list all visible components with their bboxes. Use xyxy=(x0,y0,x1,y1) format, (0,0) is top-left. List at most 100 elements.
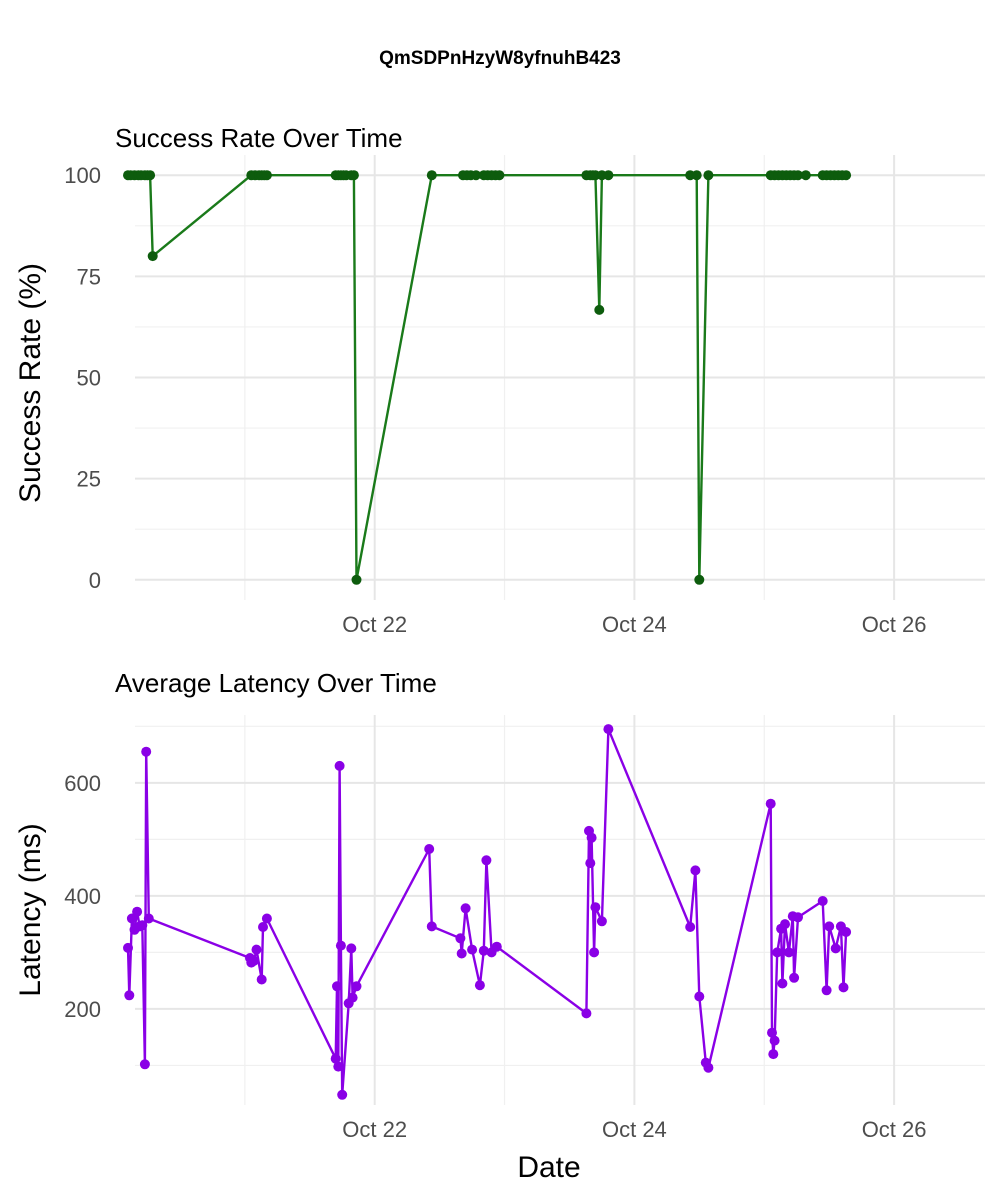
data-point xyxy=(123,942,133,953)
data-point xyxy=(491,941,502,952)
data-point xyxy=(703,170,714,181)
latency-panel-title: Average Latency Over Time xyxy=(115,668,437,698)
data-point xyxy=(426,170,437,181)
latency-panel: Average Latency Over Time Latency (ms) 2… xyxy=(14,668,985,1142)
data-point xyxy=(261,170,272,181)
data-point xyxy=(830,943,841,954)
data-point xyxy=(694,991,705,1002)
data-point xyxy=(471,170,481,181)
data-point xyxy=(132,906,143,917)
data-point xyxy=(348,170,359,181)
data-point xyxy=(481,855,492,866)
data-point xyxy=(467,944,478,955)
data-point xyxy=(793,170,803,181)
data-point xyxy=(769,1035,780,1046)
y-tick-label: 0 xyxy=(89,568,101,593)
latency-grid xyxy=(135,715,985,1105)
data-point xyxy=(474,980,485,991)
data-point xyxy=(690,865,701,876)
data-point xyxy=(335,940,346,951)
data-point xyxy=(456,948,467,959)
data-point xyxy=(586,832,597,843)
latency-y-axis-label: Latency (ms) xyxy=(14,823,47,996)
data-point xyxy=(767,1027,777,1038)
data-point xyxy=(351,574,362,585)
success-y-ticks: 0 25 50 75 100 xyxy=(64,163,101,593)
latency-x-ticks: Oct 22 Oct 24 Oct 26 xyxy=(342,1117,926,1142)
data-point xyxy=(841,927,852,937)
success-panel-title: Success Rate Over Time xyxy=(115,123,403,153)
data-point xyxy=(334,760,345,771)
data-point xyxy=(789,972,800,983)
data-point xyxy=(333,1061,344,1072)
data-point xyxy=(772,947,783,958)
data-point xyxy=(426,921,437,932)
data-point xyxy=(793,912,803,923)
data-point xyxy=(694,574,705,585)
data-point xyxy=(821,985,832,996)
success-series-points xyxy=(123,170,852,585)
data-point xyxy=(768,1049,779,1060)
latency-series-points xyxy=(123,724,852,1100)
y-tick-label: 600 xyxy=(64,771,101,796)
success-grid xyxy=(135,155,985,600)
data-point xyxy=(145,170,156,181)
data-point xyxy=(594,304,605,315)
data-point xyxy=(455,933,466,944)
data-point xyxy=(800,170,811,181)
x-tick-label: Oct 26 xyxy=(862,612,927,637)
data-point xyxy=(137,920,148,931)
figure-title: QmSDPnHzyW8yfnuhB423 xyxy=(379,48,621,69)
data-point xyxy=(585,858,596,869)
x-axis-label: Date xyxy=(517,1151,580,1184)
data-point xyxy=(841,170,852,181)
success-y-axis-label: Success Rate (%) xyxy=(14,263,47,503)
x-tick-label: Oct 24 xyxy=(602,1117,667,1142)
data-point xyxy=(141,746,152,757)
y-tick-label: 100 xyxy=(64,163,101,188)
data-point xyxy=(478,945,489,956)
data-point xyxy=(126,913,137,924)
data-point xyxy=(261,913,272,924)
success-rate-panel: Success Rate Over Time Success Rate (%) … xyxy=(14,123,985,637)
data-point xyxy=(590,902,601,913)
data-point xyxy=(337,1089,348,1100)
data-point xyxy=(824,921,835,932)
data-point xyxy=(258,922,268,932)
data-point xyxy=(251,944,262,955)
data-point xyxy=(460,903,471,914)
data-point xyxy=(424,844,435,854)
y-tick-label: 50 xyxy=(77,366,101,391)
data-point xyxy=(685,922,696,932)
y-tick-label: 75 xyxy=(77,264,101,289)
data-point xyxy=(346,943,357,954)
data-point xyxy=(780,919,790,930)
data-point xyxy=(589,947,600,958)
data-point xyxy=(330,1053,341,1064)
data-point xyxy=(596,916,607,927)
data-point xyxy=(703,1062,714,1073)
data-point xyxy=(248,955,259,966)
latency-series-line xyxy=(126,727,848,1097)
data-point xyxy=(603,170,614,181)
data-point xyxy=(603,724,614,735)
data-point xyxy=(351,981,362,992)
data-point xyxy=(332,981,342,992)
y-tick-label: 25 xyxy=(77,467,101,492)
data-point xyxy=(124,990,135,1001)
y-tick-label: 400 xyxy=(64,884,101,909)
data-point xyxy=(143,913,154,924)
data-point xyxy=(777,978,788,989)
y-tick-label: 200 xyxy=(64,997,101,1022)
data-point xyxy=(147,251,158,262)
data-point xyxy=(838,982,849,993)
success-x-ticks: Oct 22 Oct 24 Oct 26 xyxy=(342,612,926,637)
x-tick-label: Oct 22 xyxy=(342,1117,407,1142)
series-line xyxy=(126,727,848,1097)
data-point xyxy=(256,974,267,985)
data-point xyxy=(347,992,358,1003)
x-tick-label: Oct 24 xyxy=(602,612,667,637)
x-tick-label: Oct 22 xyxy=(342,612,407,637)
x-tick-label: Oct 26 xyxy=(862,1117,927,1142)
